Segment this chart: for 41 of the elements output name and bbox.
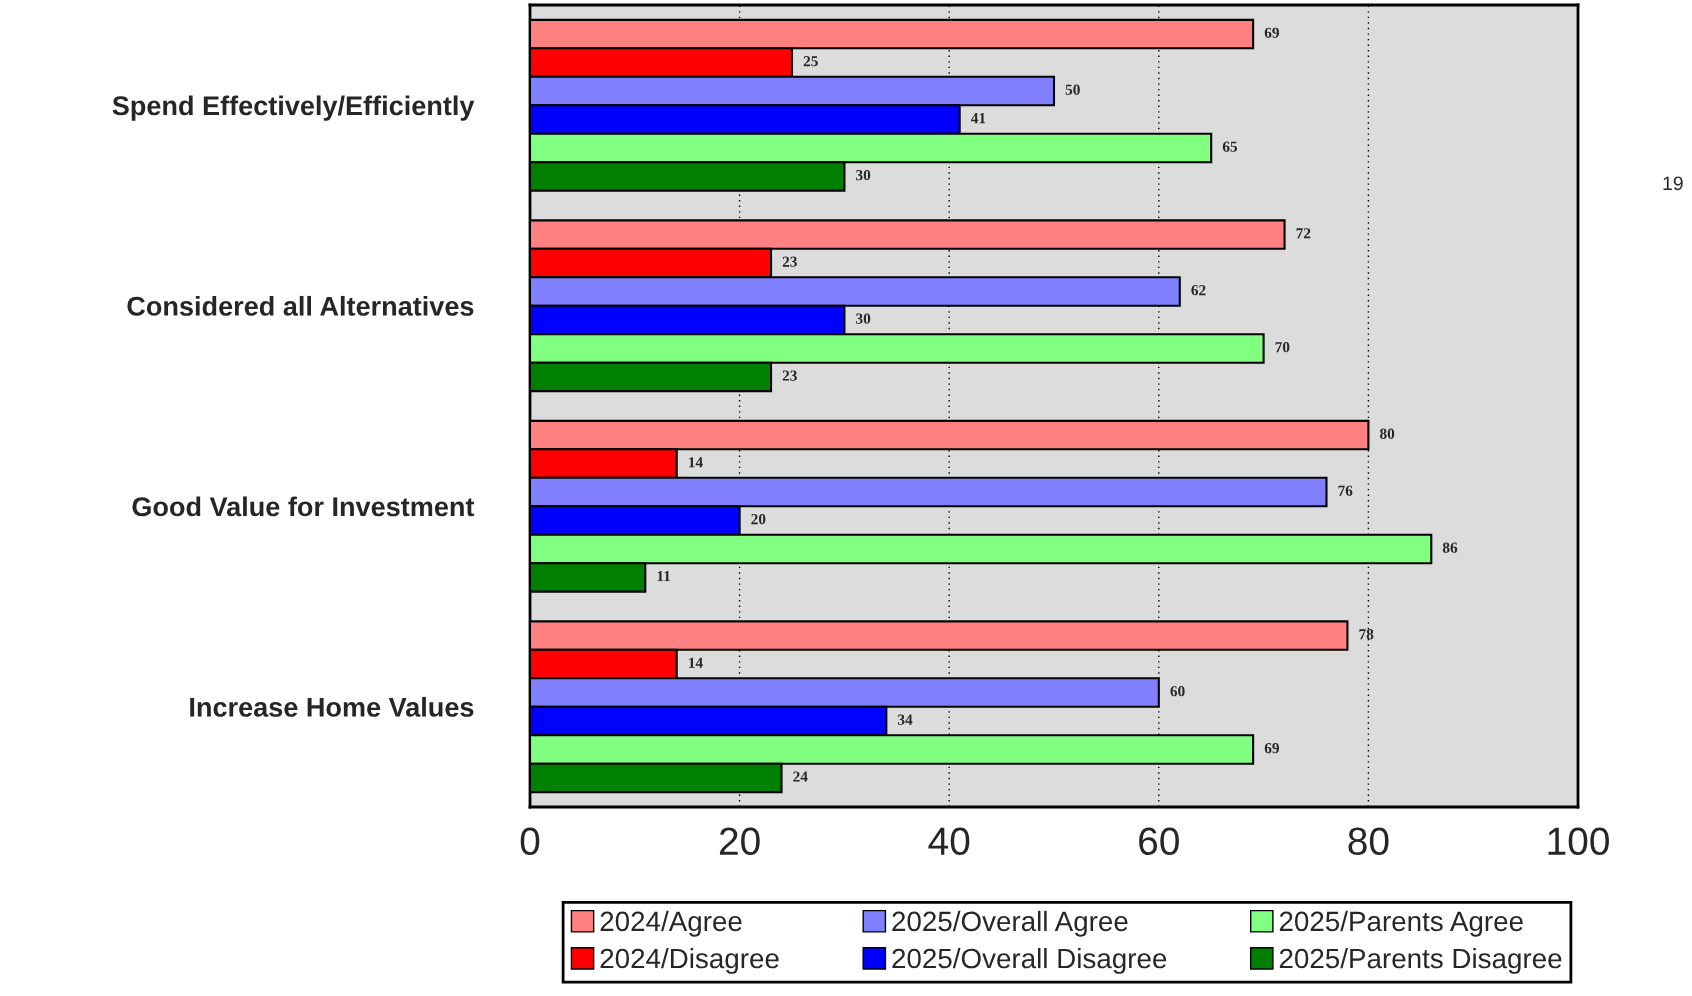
data-label: 62	[1191, 285, 1206, 296]
x-tick-label: 100	[1548, 827, 1609, 856]
data-label: 69	[1264, 27, 1279, 38]
data-label: 34	[898, 714, 913, 725]
y-tick-label: Increase Home Values	[190, 696, 474, 717]
data-label: 25	[803, 56, 818, 67]
legend-label: 2024/Disagree	[600, 947, 779, 974]
data-label: 72	[1296, 228, 1311, 239]
data-label: 30	[856, 313, 871, 324]
data-label: 69	[1264, 743, 1279, 754]
data-label: 41	[971, 113, 986, 124]
y-tick-label: Good Value for Investment	[132, 496, 475, 517]
data-label: 65	[1222, 141, 1238, 152]
y-tick-label: Spend Effectively/Efficiently	[112, 95, 475, 121]
data-label: 76	[1338, 485, 1353, 496]
x-tick-label: 20	[719, 827, 760, 856]
x-tick-label: 40	[928, 827, 970, 856]
text: 19	[1663, 176, 1683, 191]
x-tick-label: 60	[1139, 827, 1179, 856]
data-label: 23	[782, 256, 797, 267]
data-label: 14	[689, 457, 703, 468]
x-tick-label: 0	[520, 827, 540, 856]
x-tick-label: 80	[1348, 827, 1389, 856]
data-label: 60	[1170, 686, 1185, 697]
data-label: 30	[856, 169, 871, 181]
data-label: 80	[1380, 428, 1395, 439]
legend-label: 2025/Parents Agree	[1279, 910, 1523, 937]
y-tick-label: Considered all Alternatives	[127, 295, 474, 316]
data-label: 50	[1065, 84, 1080, 95]
legend-label: 2025/Overall Disagree	[892, 947, 1167, 974]
legend-label: 2025/Overall Agree	[892, 910, 1128, 937]
data-label: 20	[751, 514, 766, 525]
data-label: 14	[689, 657, 703, 668]
legend-label: 2024/Agree	[600, 910, 742, 937]
legend-label: 2025/Parents Disagree	[1279, 947, 1562, 974]
data-label: 86	[1442, 542, 1458, 553]
data-label: 23	[782, 370, 797, 381]
data-label: 11	[657, 571, 671, 582]
data-label: 70	[1275, 341, 1290, 353]
data-label: 24	[793, 771, 808, 782]
data-label: 78	[1359, 629, 1374, 640]
